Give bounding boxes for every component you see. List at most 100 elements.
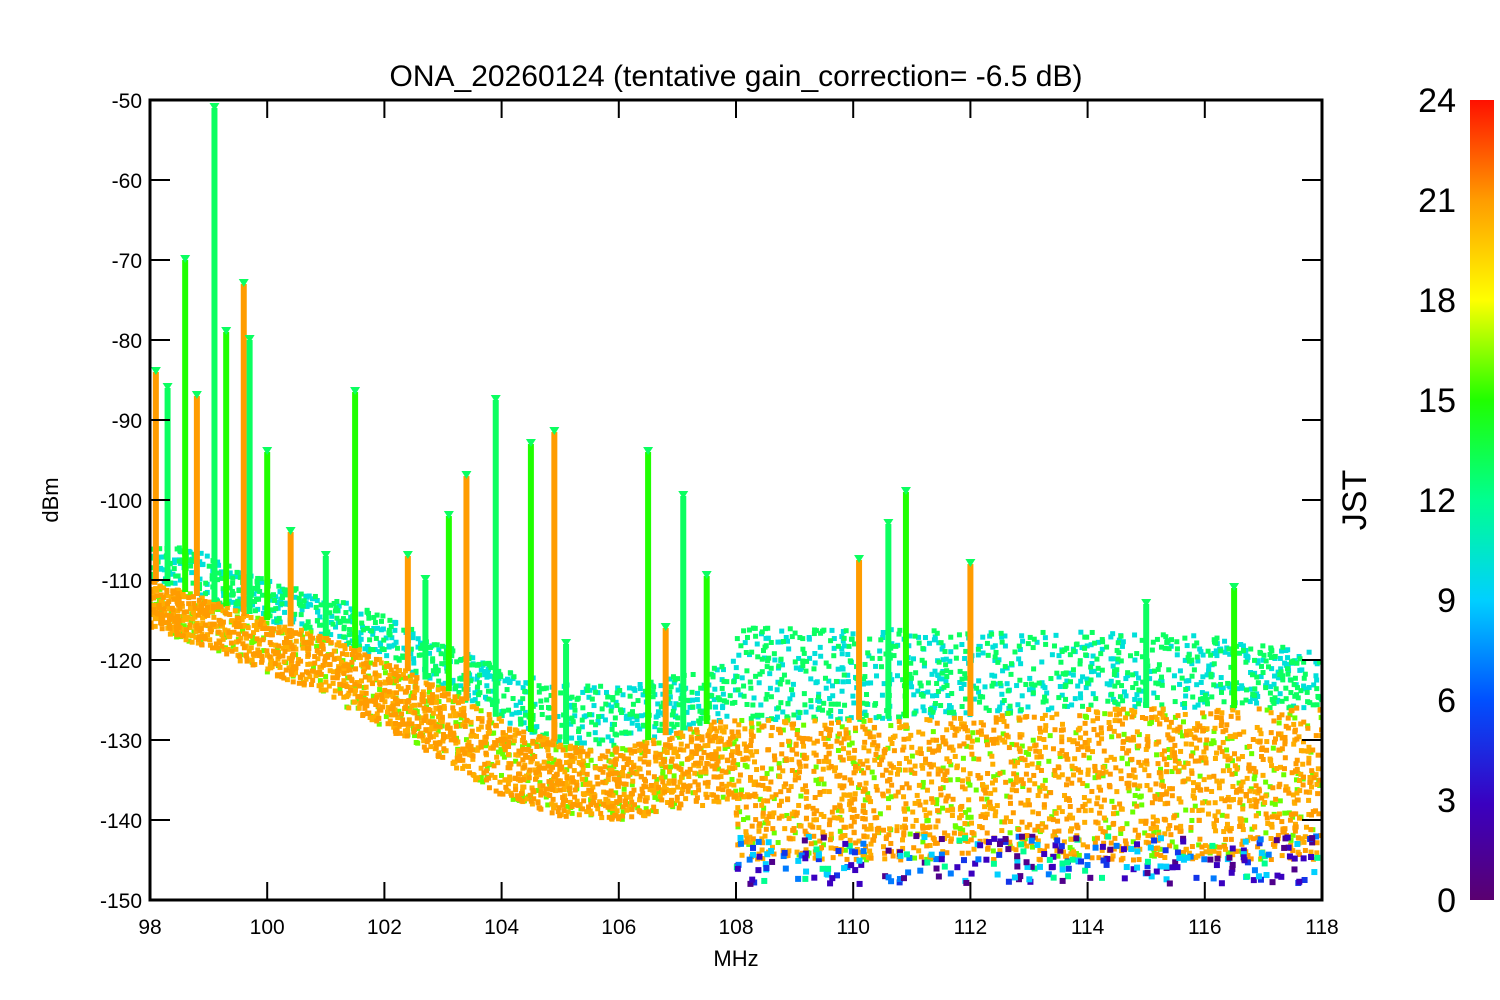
noise-marker xyxy=(1306,811,1312,817)
noise-marker xyxy=(1050,817,1056,823)
noise-marker xyxy=(1268,730,1274,736)
noise-marker xyxy=(394,690,400,696)
noise-marker xyxy=(826,750,832,756)
noise-marker xyxy=(458,715,464,721)
noise-marker xyxy=(1086,755,1092,761)
noise-marker xyxy=(587,808,593,814)
noise-marker xyxy=(1119,721,1125,727)
noise-marker xyxy=(1252,772,1258,778)
noise-marker xyxy=(1037,847,1043,853)
noise-marker xyxy=(1042,727,1048,733)
noise-marker xyxy=(1199,690,1205,696)
noise-marker xyxy=(172,580,178,586)
noise-marker xyxy=(709,752,715,758)
noise-marker xyxy=(860,788,866,794)
noise-marker xyxy=(816,705,822,711)
noise-marker xyxy=(526,743,532,749)
noise-marker xyxy=(797,763,803,769)
noise-marker xyxy=(1002,664,1008,670)
noise-marker xyxy=(877,811,883,817)
noise-marker xyxy=(1002,643,1008,649)
noise-marker xyxy=(1222,798,1228,804)
noise-marker xyxy=(694,690,700,696)
noise-marker xyxy=(1228,836,1234,842)
noise-marker xyxy=(337,681,343,687)
noise-marker xyxy=(1206,663,1212,669)
noise-marker xyxy=(283,589,289,595)
noise-marker xyxy=(1145,734,1151,740)
noise-marker xyxy=(398,698,404,704)
noise-marker xyxy=(1086,798,1092,804)
noise-marker xyxy=(686,773,692,779)
noise-marker xyxy=(1086,737,1092,743)
noise-marker xyxy=(847,792,853,798)
noise-marker xyxy=(1030,690,1036,696)
noise-marker xyxy=(304,603,310,609)
noise-marker xyxy=(446,697,452,703)
noise-marker xyxy=(731,679,737,685)
noise-marker xyxy=(409,703,415,709)
plot-area xyxy=(150,103,1322,887)
noise-marker xyxy=(1216,780,1222,786)
noise-marker xyxy=(177,577,183,583)
noise-marker xyxy=(1238,642,1244,648)
noise-marker xyxy=(1109,691,1115,697)
noise-marker xyxy=(1201,777,1207,783)
noise-marker xyxy=(220,619,226,625)
noise-marker xyxy=(783,635,789,641)
noise-marker xyxy=(310,635,316,641)
noise-marker xyxy=(1302,847,1308,853)
noise-marker xyxy=(719,768,725,774)
noise-marker xyxy=(203,591,209,597)
noise-marker xyxy=(600,737,606,743)
noise-marker xyxy=(631,686,637,692)
noise-marker xyxy=(1263,793,1269,799)
noise-marker xyxy=(927,717,933,723)
noise-marker xyxy=(956,632,962,638)
noise-marker xyxy=(356,683,362,689)
noise-marker xyxy=(614,702,620,708)
noise-marker xyxy=(247,633,253,639)
noise-marker xyxy=(255,584,261,590)
noise-marker xyxy=(997,735,1003,741)
noise-marker xyxy=(1243,659,1249,665)
noise-marker xyxy=(409,669,415,675)
noise-marker xyxy=(175,594,181,600)
noise-marker xyxy=(1277,672,1283,678)
noise-marker xyxy=(397,722,403,728)
noise-marker xyxy=(743,839,749,845)
noise-marker xyxy=(1282,810,1288,816)
noise-marker xyxy=(219,632,225,638)
noise-marker xyxy=(1130,809,1136,815)
noise-marker xyxy=(1053,810,1059,816)
noise-marker xyxy=(244,612,250,618)
noise-marker xyxy=(420,689,426,695)
noise-marker xyxy=(316,683,322,689)
noise-marker xyxy=(199,562,205,568)
noise-marker xyxy=(1071,648,1077,654)
noise-marker xyxy=(827,728,833,734)
noise-marker xyxy=(1118,830,1124,836)
noise-marker xyxy=(704,761,710,767)
noise-marker xyxy=(746,627,752,633)
noise-marker xyxy=(957,680,963,686)
noise-marker xyxy=(1249,751,1255,757)
noise-marker xyxy=(1021,840,1027,846)
noise-marker xyxy=(862,661,868,667)
noise-marker xyxy=(1306,797,1312,803)
noise-marker xyxy=(392,621,398,627)
noise-marker xyxy=(727,693,733,699)
noise-marker xyxy=(934,840,940,846)
noise-marker xyxy=(826,678,832,684)
noise-marker xyxy=(1283,648,1289,654)
noise-marker xyxy=(1016,656,1022,662)
noise-marker xyxy=(1121,731,1127,737)
noise-marker xyxy=(1279,853,1285,859)
noise-marker xyxy=(899,724,905,730)
noise-marker xyxy=(1208,741,1214,747)
noise-marker xyxy=(1251,776,1257,782)
noise-marker xyxy=(910,823,916,829)
noise-marker xyxy=(288,661,294,667)
noise-marker xyxy=(1199,807,1205,813)
noise-marker xyxy=(816,825,822,831)
